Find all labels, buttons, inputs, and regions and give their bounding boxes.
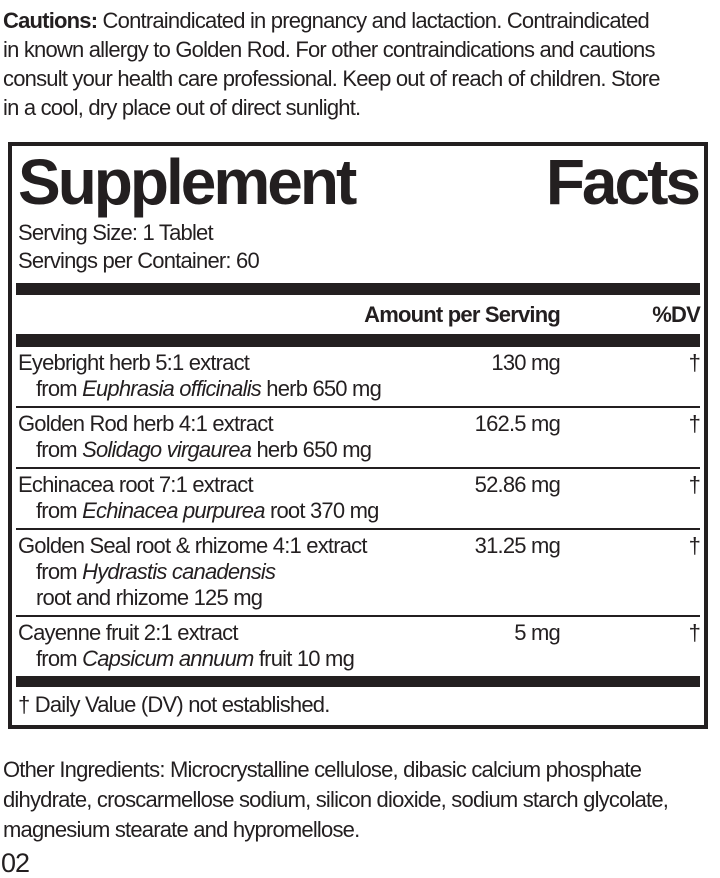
dagger-symbol: † (688, 472, 701, 497)
ingredient-amount: 52.86 mg (474, 472, 561, 497)
cautions-line: Cautions: Contraindicated in pregnancy a… (3, 6, 716, 35)
ingredient-source: from Capsicum annuum fruit 10 mg (36, 646, 355, 671)
cautions-line: in a cool, dry place out of direct sunli… (3, 95, 361, 120)
other-ingredients-paragraph: Other Ingredients: Microcrystalline cell… (3, 755, 716, 845)
latin-name: Echinacea purpurea (82, 498, 265, 523)
ingredient-amount: 162.5 mg (474, 411, 561, 436)
latin-name: Solidago virgaurea (82, 437, 252, 462)
table-row: Echinacea root 7:1 extract 52.86 mg † fr… (16, 467, 701, 528)
table-row: Golden Seal root & rhizome 4:1 extract 3… (16, 528, 701, 615)
serving-info: Serving Size: 1 Tablet Servings per Cont… (16, 219, 700, 275)
dagger-symbol: † (688, 620, 701, 645)
ingredient-source: from Echinacea purpurea root 370 mg (36, 498, 379, 523)
panel-title-word-2: Facts (545, 146, 701, 218)
table-row: Golden Rod herb 4:1 extract 162.5 mg † f… (16, 406, 701, 467)
dagger-symbol: † (688, 411, 701, 436)
panel-title-word-1: Supplement (18, 146, 357, 218)
other-ingredients-line: dihydrate, croscarmellose sodium, silico… (3, 787, 669, 812)
amount-per-serving-header: Amount per Serving (364, 302, 561, 327)
ingredient-name: Cayenne fruit 2:1 extract (18, 620, 238, 645)
ingredient-name: Golden Rod herb 4:1 extract (18, 411, 274, 436)
cautions-text: Contraindicated in pregnancy and lactact… (97, 8, 650, 33)
ingredient-name: Echinacea root 7:1 extract (18, 472, 254, 497)
ingredient-source: from Hydrastis canadensis (36, 559, 276, 584)
cautions-paragraph: Cautions: Contraindicated in pregnancy a… (3, 6, 716, 122)
dagger-symbol: † (688, 350, 701, 375)
ingredient-amount: 130 mg (491, 350, 560, 375)
ingredient-name: Golden Seal root & rhizome 4:1 extract (18, 533, 367, 558)
latin-name: Hydrastis canadensis (82, 559, 276, 584)
percent-dv-header: %DV (652, 302, 701, 327)
latin-name: Euphrasia officinalis (82, 376, 262, 401)
table-row: Cayenne fruit 2:1 extract 5 mg † from Ca… (16, 615, 701, 676)
cautions-label: Cautions: (3, 8, 98, 33)
ingredient-source: from Solidago virgaurea herb 650 mg (36, 437, 372, 462)
panel-title: Supplement Facts (16, 146, 701, 218)
other-ingredients-line: magnesium stearate and hypromellose. (3, 817, 360, 842)
divider-bar-bottom (16, 676, 700, 687)
table-row: Eyebright herb 5:1 extract 130 mg † from… (16, 345, 701, 406)
servings-per-container: Servings per Container: 60 (18, 248, 260, 273)
serving-size: Serving Size: 1 Tablet (18, 220, 214, 245)
divider-bar-top (16, 283, 700, 295)
other-ingredients-line: Other Ingredients: Microcrystalline cell… (3, 757, 642, 782)
dv-footnote: † Daily Value (DV) not established. (18, 692, 330, 717)
cautions-line: consult your health care professional. K… (3, 66, 660, 91)
ingredient-source: from Euphrasia officinalis herb 650 mg (36, 376, 382, 401)
ingredient-name: Eyebright herb 5:1 extract (18, 350, 250, 375)
divider-bar-header (16, 334, 700, 345)
cautions-line: in known allergy to Golden Rod. For othe… (3, 37, 656, 62)
ingredient-amount: 5 mg (514, 620, 561, 645)
dagger-symbol: † (688, 533, 701, 558)
latin-name: Capsicum annuum (82, 646, 254, 671)
ingredient-amount: 31.25 mg (474, 533, 561, 558)
supplement-facts-panel: Supplement Facts Serving Size: 1 Tablet … (8, 142, 708, 729)
lot-code: 02 (1, 848, 30, 878)
ingredient-source: root and rhizome 125 mg (36, 585, 263, 610)
table-header: Amount per Serving %DV (16, 295, 701, 334)
